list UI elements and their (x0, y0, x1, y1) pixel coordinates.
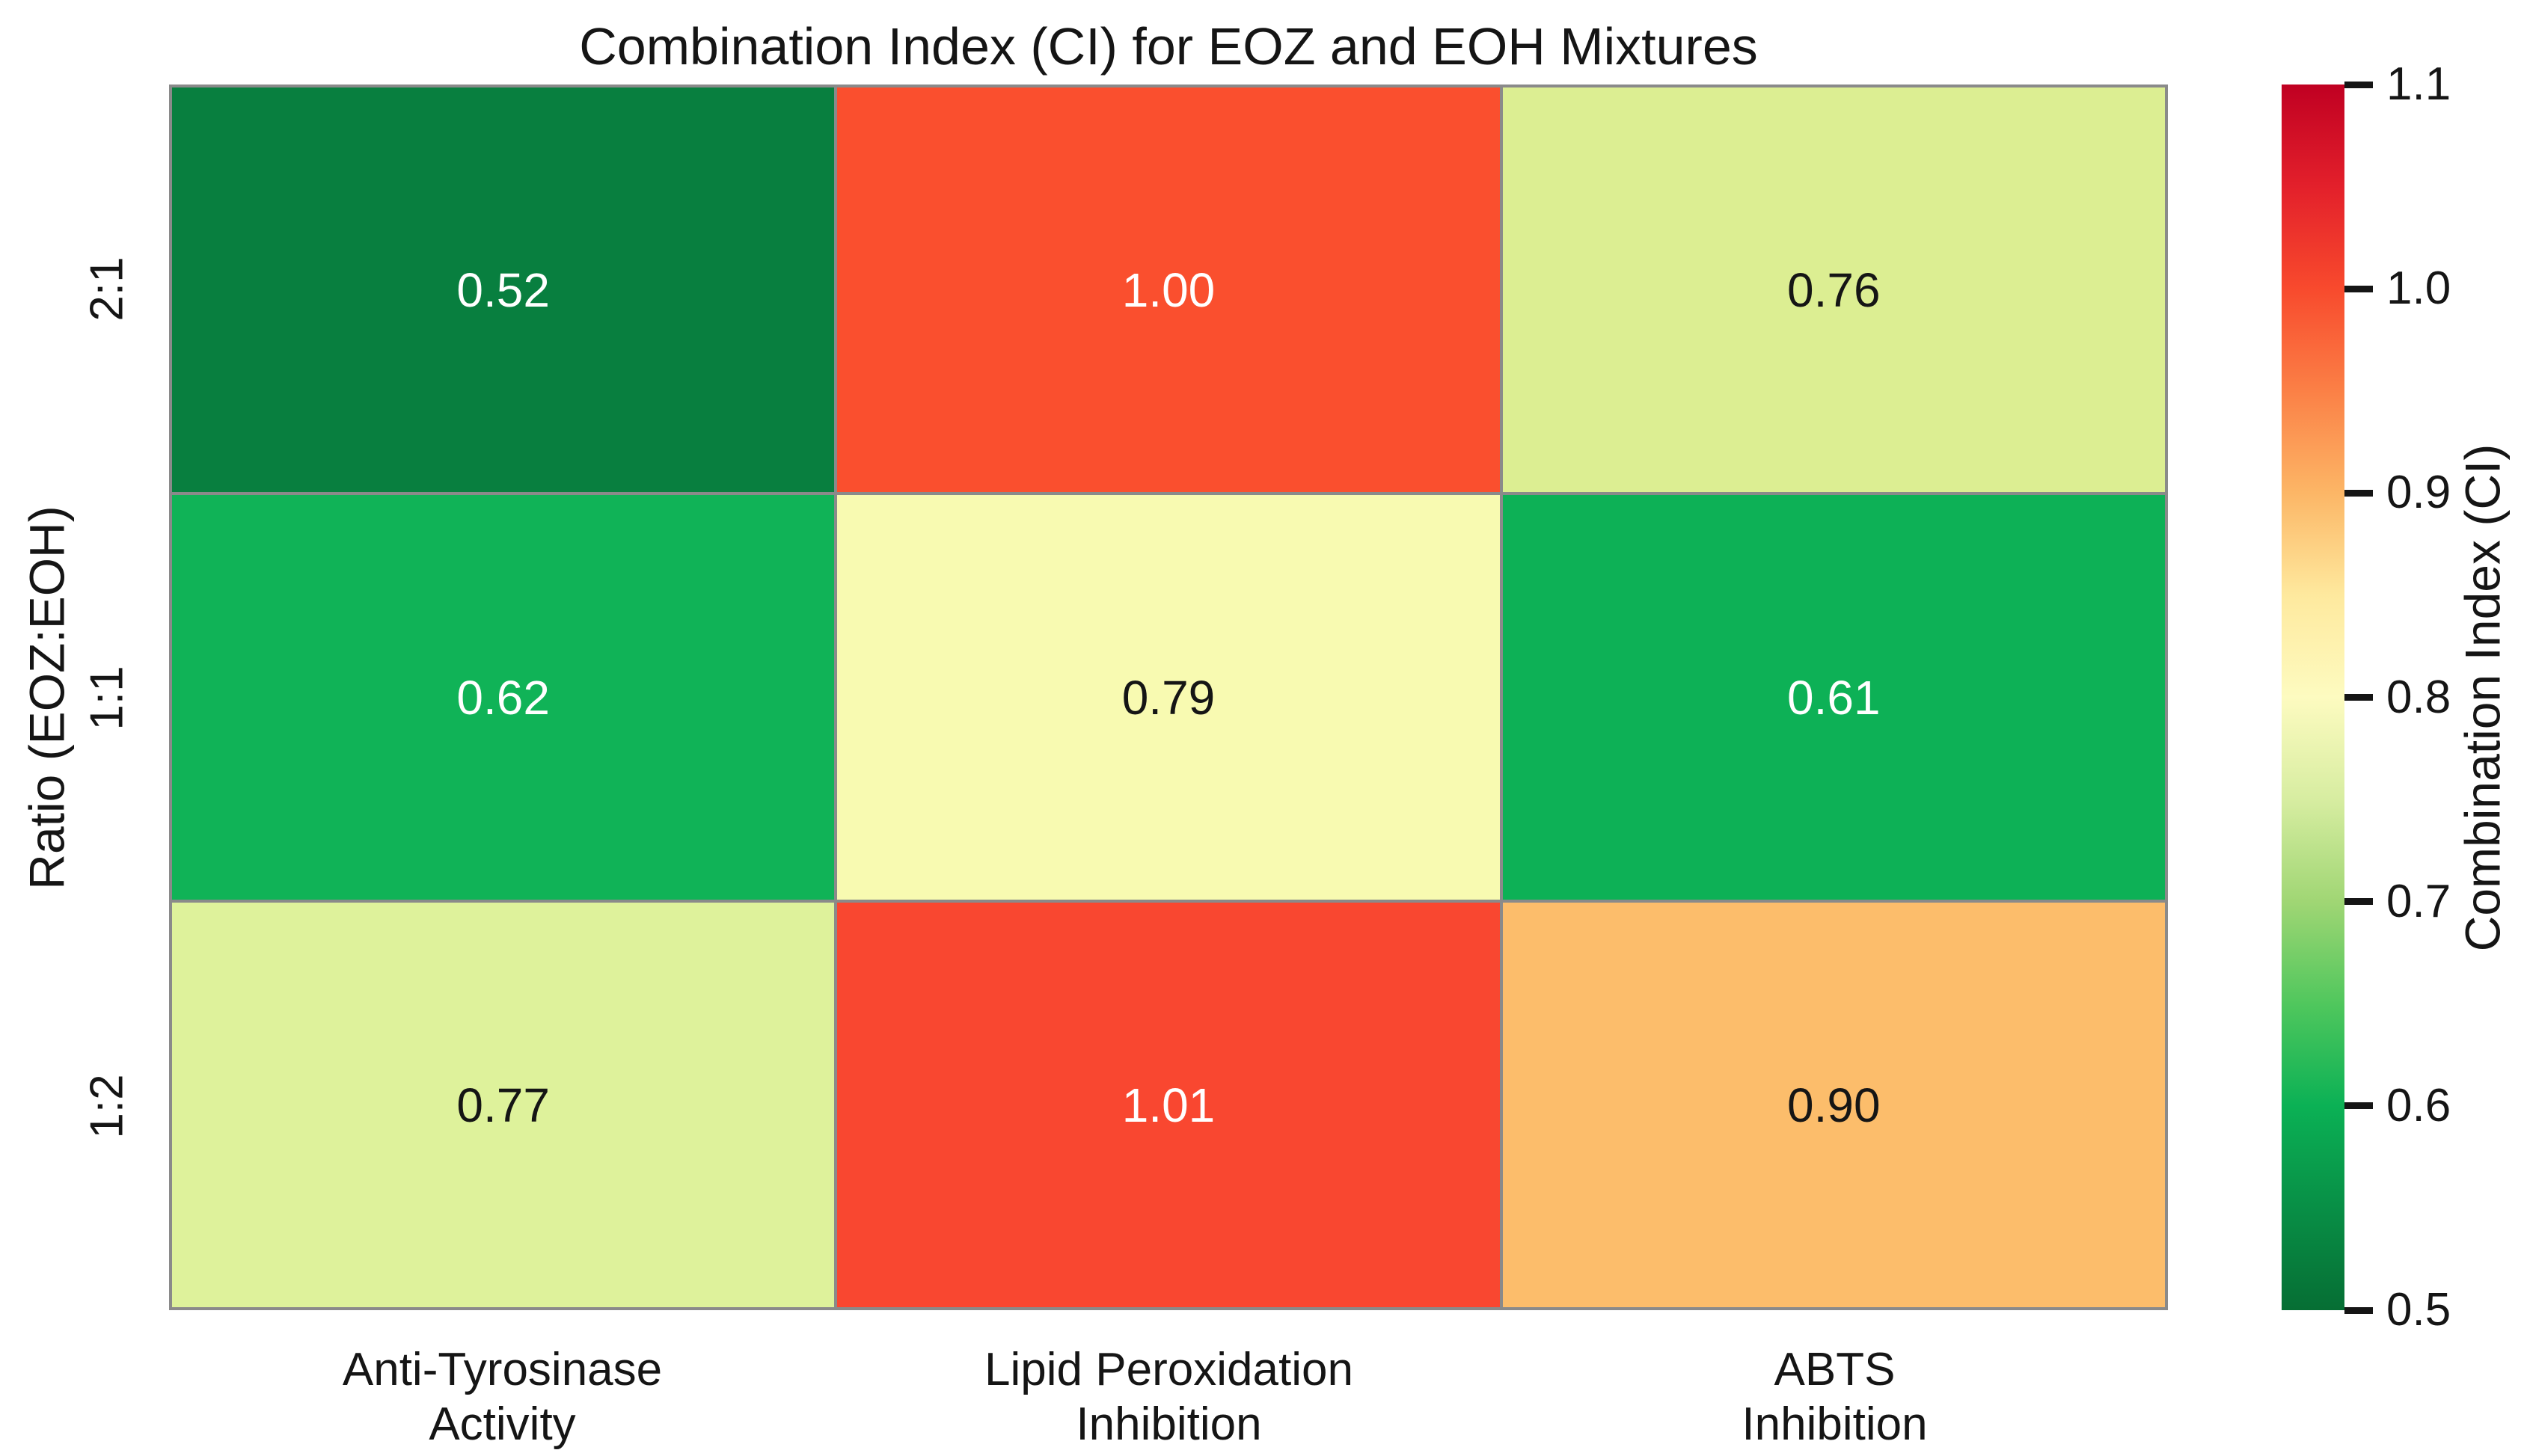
tick-mark (2344, 285, 2373, 292)
cell-value: 0.77 (456, 1078, 550, 1132)
tick-mark (2344, 694, 2373, 701)
heatmap-cell-1-2-abts: 0.90 (1502, 903, 2165, 1307)
tick-mark (2344, 489, 2373, 497)
tick-mark (2344, 1306, 2373, 1314)
colorbar-gradient (2282, 85, 2344, 1310)
cell-value: 0.52 (456, 262, 550, 317)
colorbar-axis-label: Combination Index (CI) (2454, 443, 2511, 952)
cell-value: 0.90 (1787, 1078, 1881, 1132)
cell-value: 1.00 (1121, 262, 1216, 317)
chart-title: Combination Index (CI) for EOZ and EOH M… (579, 17, 1758, 76)
cell-value: 0.61 (1787, 670, 1881, 725)
cell-value: 0.76 (1787, 262, 1881, 317)
cell-value: 0.62 (456, 670, 550, 725)
x-tick-abts: ABTS Inhibition (1742, 1344, 1928, 1451)
colorbar-ticks: 1.1 1.0 0.9 0.8 0.7 0.6 0.5 (2344, 61, 2524, 1333)
heatmap-cell-1-2-lipid-peroxidation: 1.01 (837, 903, 1500, 1307)
tick-mark (2344, 81, 2373, 88)
y-tick-1-1: 1:1 (81, 665, 133, 731)
heatmap-cell-1-1-lipid-peroxidation: 0.79 (837, 495, 1500, 900)
heatmap-cell-1-1-abts: 0.61 (1502, 495, 2165, 900)
heatmap-cell-2-1-anti-tyrosinase: 0.52 (172, 87, 835, 492)
x-tick-lipid-peroxidation: Lipid Peroxidation Inhibition (984, 1344, 1353, 1451)
x-tick-anti-tyrosinase: Anti-Tyrosinase Activity (342, 1344, 663, 1451)
cell-value: 0.79 (1121, 670, 1216, 725)
tick-mark (2344, 1102, 2373, 1110)
heatmap: 0.52 1.00 0.76 0.62 0.79 0.61 0.77 1.01 … (169, 85, 2168, 1310)
tick-mark (2344, 898, 2373, 906)
heatmap-cell-2-1-abts: 0.76 (1502, 87, 2165, 492)
heatmap-cell-1-2-anti-tyrosinase: 0.77 (172, 903, 835, 1307)
heatmap-cell-1-1-anti-tyrosinase: 0.62 (172, 495, 835, 900)
cell-value: 1.01 (1121, 1078, 1216, 1132)
y-tick-1-2: 1:2 (81, 1073, 133, 1139)
y-tick-2-1: 2:1 (81, 256, 133, 322)
heatmap-cell-2-1-lipid-peroxidation: 1.00 (837, 87, 1500, 492)
